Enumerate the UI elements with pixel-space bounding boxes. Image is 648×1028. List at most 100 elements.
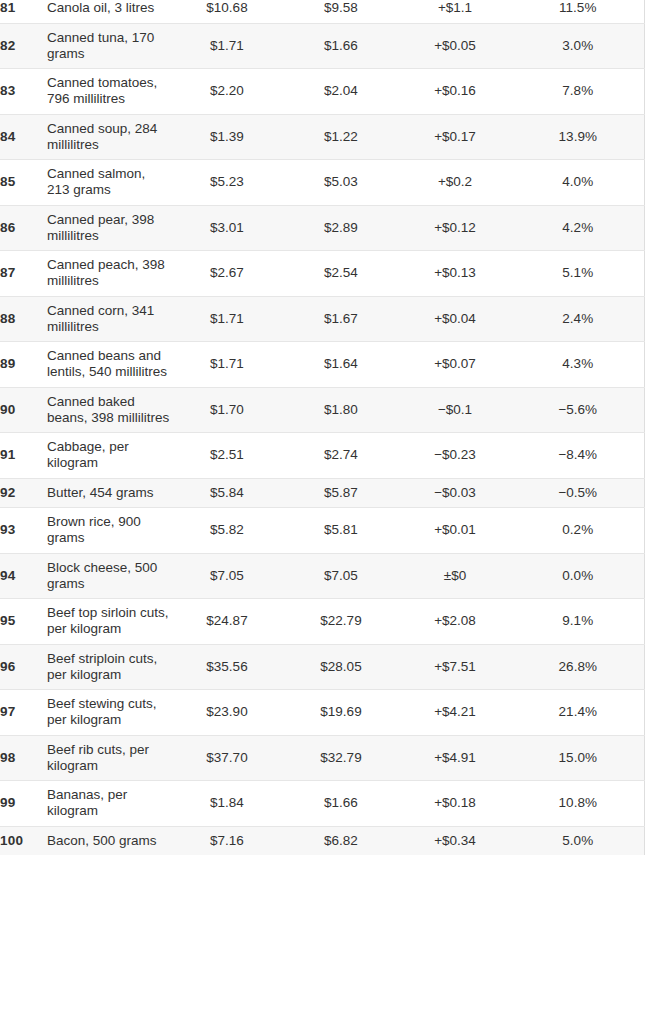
row-change: +$0.12 [398,205,512,251]
row-item: Beef top sirloin cuts, per kilogram [47,599,170,645]
row-percent-change: 4.2% [512,205,644,251]
row-change: +$4.91 [398,735,512,781]
row-price-previous: $1.22 [284,114,398,160]
row-percent-change: −0.5% [512,478,644,508]
row-price-current: $1.71 [170,23,284,69]
row-rank: 88 [0,296,47,342]
row-rank: 82 [0,23,47,69]
row-price-current: $2.20 [170,69,284,115]
row-percent-change: 4.0% [512,160,644,206]
row-rank: 90 [0,387,47,433]
row-change: +$7.51 [398,644,512,690]
row-percent-change: 26.8% [512,644,644,690]
row-rank: 84 [0,114,47,160]
row-item: Canned beans and lentils, 540 millilitre… [47,342,170,388]
row-percent-change: −5.6% [512,387,644,433]
row-rank: 99 [0,781,47,827]
table-row: 83Canned tomatoes, 796 millilitres$2.20$… [0,69,644,115]
row-change: +$0.18 [398,781,512,827]
row-change: +$2.08 [398,599,512,645]
row-item: Bacon, 500 grams [47,826,170,855]
row-price-previous: $19.69 [284,690,398,736]
row-change: +$0.34 [398,826,512,855]
row-rank: 97 [0,690,47,736]
table-row: 95Beef top sirloin cuts, per kilogram$24… [0,599,644,645]
row-item: Canned soup, 284 millilitres [47,114,170,160]
row-price-current: $1.71 [170,342,284,388]
row-change: +$0.2 [398,160,512,206]
row-price-current: $1.84 [170,781,284,827]
table-row: 90Canned baked beans, 398 millilitres$1.… [0,387,644,433]
row-price-current: $5.23 [170,160,284,206]
row-price-current: $3.01 [170,205,284,251]
row-rank: 92 [0,478,47,508]
table-row: 85Canned salmon, 213 grams$5.23$5.03+$0.… [0,160,644,206]
row-item: Butter, 454 grams [47,478,170,508]
row-price-previous: $1.80 [284,387,398,433]
row-rank: 98 [0,735,47,781]
row-item: Canned tuna, 170 grams [47,23,170,69]
row-change: +$1.1 [398,0,512,23]
row-price-current: $35.56 [170,644,284,690]
row-item: Canned pear, 398 millilitres [47,205,170,251]
row-rank: 87 [0,251,47,297]
row-price-current: $24.87 [170,599,284,645]
row-rank: 86 [0,205,47,251]
row-change: −$0.23 [398,433,512,479]
row-percent-change: 2.4% [512,296,644,342]
row-item: Canned peach, 398 millilitres [47,251,170,297]
row-percent-change: 0.0% [512,553,644,599]
row-rank: 93 [0,508,47,554]
row-price-previous: $2.04 [284,69,398,115]
row-rank: 85 [0,160,47,206]
row-percent-change: 4.3% [512,342,644,388]
price-table-body: 81Canola oil, 3 litres$10.68$9.58+$1.111… [0,0,644,855]
table-row: 86Canned pear, 398 millilitres$3.01$2.89… [0,205,644,251]
row-price-previous: $7.05 [284,553,398,599]
table-row: 99Bananas, per kilogram$1.84$1.66+$0.181… [0,781,644,827]
row-price-current: $5.84 [170,478,284,508]
row-rank: 96 [0,644,47,690]
row-price-current: $2.51 [170,433,284,479]
row-percent-change: 15.0% [512,735,644,781]
row-percent-change: 11.5% [512,0,644,23]
row-price-previous: $28.05 [284,644,398,690]
row-price-current: $10.68 [170,0,284,23]
row-price-previous: $6.82 [284,826,398,855]
row-change: +$0.17 [398,114,512,160]
row-change: +$0.16 [398,69,512,115]
row-item: Canned salmon, 213 grams [47,160,170,206]
row-change: +$0.05 [398,23,512,69]
row-change: +$0.01 [398,508,512,554]
row-change: +$0.04 [398,296,512,342]
row-price-previous: $5.87 [284,478,398,508]
row-price-previous: $2.89 [284,205,398,251]
table-row: 100Bacon, 500 grams$7.16$6.82+$0.345.0% [0,826,644,855]
row-price-previous: $5.81 [284,508,398,554]
row-item: Beef rib cuts, per kilogram [47,735,170,781]
row-change: −$0.1 [398,387,512,433]
row-price-current: $2.67 [170,251,284,297]
row-change: +$0.13 [398,251,512,297]
row-price-current: $5.82 [170,508,284,554]
row-item: Block cheese, 500 grams [47,553,170,599]
row-price-previous: $9.58 [284,0,398,23]
row-price-previous: $2.54 [284,251,398,297]
row-percent-change: 7.8% [512,69,644,115]
row-price-previous: $1.66 [284,23,398,69]
row-percent-change: 3.0% [512,23,644,69]
row-rank: 83 [0,69,47,115]
row-item: Canned tomatoes, 796 millilitres [47,69,170,115]
row-price-current: $23.90 [170,690,284,736]
table-row: 96Beef striploin cuts, per kilogram$35.5… [0,644,644,690]
row-percent-change: 21.4% [512,690,644,736]
row-percent-change: 9.1% [512,599,644,645]
table-row: 82Canned tuna, 170 grams$1.71$1.66+$0.05… [0,23,644,69]
row-price-current: $7.16 [170,826,284,855]
table-row: 97Beef stewing cuts, per kilogram$23.90$… [0,690,644,736]
row-item: Cabbage, per kilogram [47,433,170,479]
row-rank: 81 [0,0,47,23]
row-rank: 89 [0,342,47,388]
table-row: 84Canned soup, 284 millilitres$1.39$1.22… [0,114,644,160]
row-percent-change: 13.9% [512,114,644,160]
